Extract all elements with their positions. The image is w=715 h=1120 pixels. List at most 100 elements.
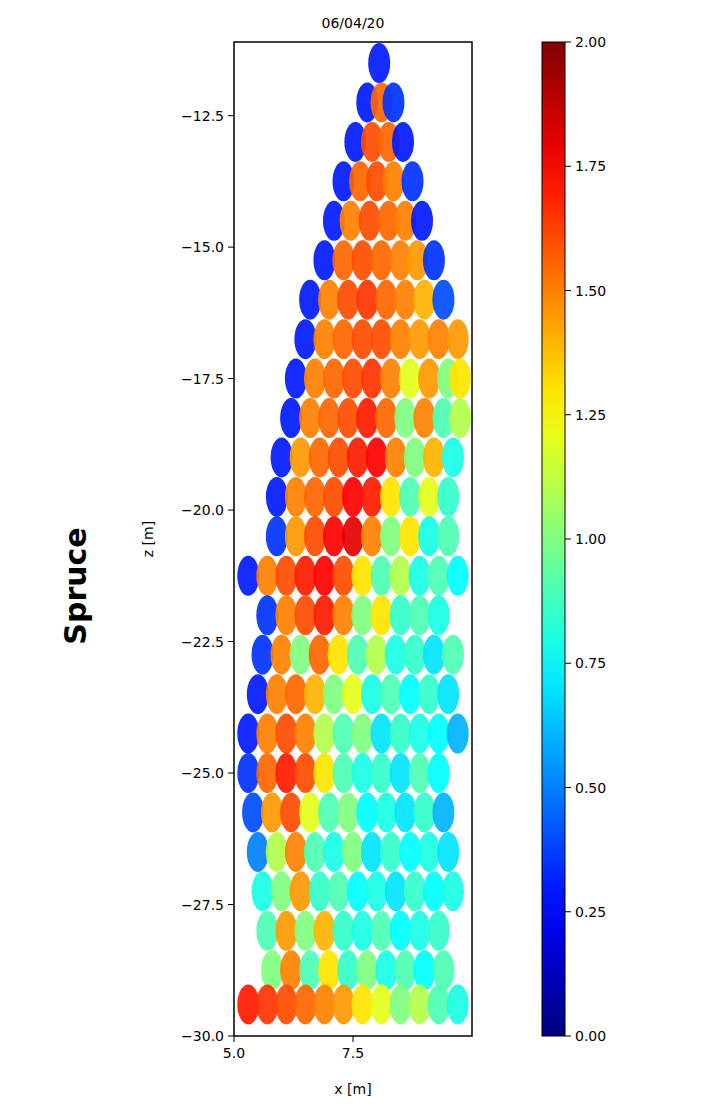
point xyxy=(266,674,288,714)
colorbar-tick xyxy=(565,290,571,291)
point xyxy=(294,556,316,596)
point xyxy=(385,871,407,911)
point xyxy=(418,359,440,399)
point xyxy=(418,674,440,714)
point xyxy=(285,477,307,517)
point xyxy=(447,714,469,754)
point xyxy=(256,753,278,793)
point xyxy=(428,714,450,754)
point xyxy=(271,871,293,911)
colorbar-tick xyxy=(565,1036,571,1037)
point xyxy=(342,516,364,556)
point xyxy=(294,319,316,359)
point xyxy=(275,753,297,793)
point xyxy=(437,674,459,714)
point xyxy=(352,595,374,635)
point xyxy=(304,516,326,556)
point xyxy=(342,477,364,517)
x-tick xyxy=(353,1036,354,1042)
point xyxy=(271,635,293,675)
y-tick xyxy=(228,247,234,248)
point xyxy=(347,437,369,477)
y-tick-label: −22.5 xyxy=(181,634,224,650)
point xyxy=(411,201,433,241)
point xyxy=(252,635,274,675)
point xyxy=(399,477,421,517)
point xyxy=(428,556,450,596)
point xyxy=(380,359,402,399)
point xyxy=(423,240,445,280)
point xyxy=(275,911,297,951)
y-tick xyxy=(228,378,234,379)
point xyxy=(394,792,416,832)
point xyxy=(280,398,302,438)
point xyxy=(418,477,440,517)
colorbar-tick-label: 1.50 xyxy=(575,283,606,299)
point xyxy=(299,398,321,438)
colorbar-tick xyxy=(565,911,571,912)
point xyxy=(337,280,359,320)
point xyxy=(361,359,383,399)
point xyxy=(313,319,335,359)
point xyxy=(352,753,374,793)
point xyxy=(361,477,383,517)
point xyxy=(352,319,374,359)
point xyxy=(371,753,393,793)
y-tick-label: −15.0 xyxy=(181,239,224,255)
point xyxy=(318,398,340,438)
point xyxy=(380,477,402,517)
point xyxy=(428,984,450,1024)
point xyxy=(299,950,321,990)
point xyxy=(352,240,374,280)
point xyxy=(447,984,469,1024)
colorbar-tick-label: 2.00 xyxy=(575,34,606,50)
point xyxy=(437,477,459,517)
point xyxy=(428,595,450,635)
point xyxy=(371,984,393,1024)
point xyxy=(294,714,316,754)
point xyxy=(447,556,469,596)
point xyxy=(337,792,359,832)
point xyxy=(359,201,381,241)
chart: 5.07.5−12.5−15.0−17.5−20.0−22.5−25.0−27.… xyxy=(0,0,715,1120)
point xyxy=(409,984,431,1024)
y-tick xyxy=(228,510,234,511)
y-tick xyxy=(228,115,234,116)
x-tick xyxy=(234,1036,235,1042)
point xyxy=(399,674,421,714)
point xyxy=(323,516,345,556)
y-tick xyxy=(228,773,234,774)
point xyxy=(402,161,424,201)
point xyxy=(409,595,431,635)
point xyxy=(409,556,431,596)
point xyxy=(237,984,259,1024)
colorbar-tick xyxy=(565,787,571,788)
point xyxy=(323,674,345,714)
point xyxy=(247,832,269,872)
point xyxy=(290,437,312,477)
point xyxy=(423,871,445,911)
point xyxy=(294,984,316,1024)
point xyxy=(275,556,297,596)
y-tick xyxy=(228,904,234,905)
plot-frame xyxy=(234,42,472,1036)
point xyxy=(342,359,364,399)
point xyxy=(299,280,321,320)
point xyxy=(442,871,464,911)
point xyxy=(290,635,312,675)
x-tick-label: 7.5 xyxy=(342,1045,364,1061)
point xyxy=(294,595,316,635)
point xyxy=(313,984,335,1024)
point xyxy=(385,635,407,675)
point xyxy=(432,950,454,990)
point xyxy=(318,792,340,832)
point xyxy=(299,792,321,832)
point xyxy=(437,516,459,556)
y-tick-label: −25.0 xyxy=(181,765,224,781)
point-cloud xyxy=(237,43,471,1024)
point xyxy=(356,398,378,438)
point xyxy=(404,635,426,675)
point xyxy=(256,595,278,635)
point xyxy=(394,950,416,990)
point xyxy=(390,984,412,1024)
